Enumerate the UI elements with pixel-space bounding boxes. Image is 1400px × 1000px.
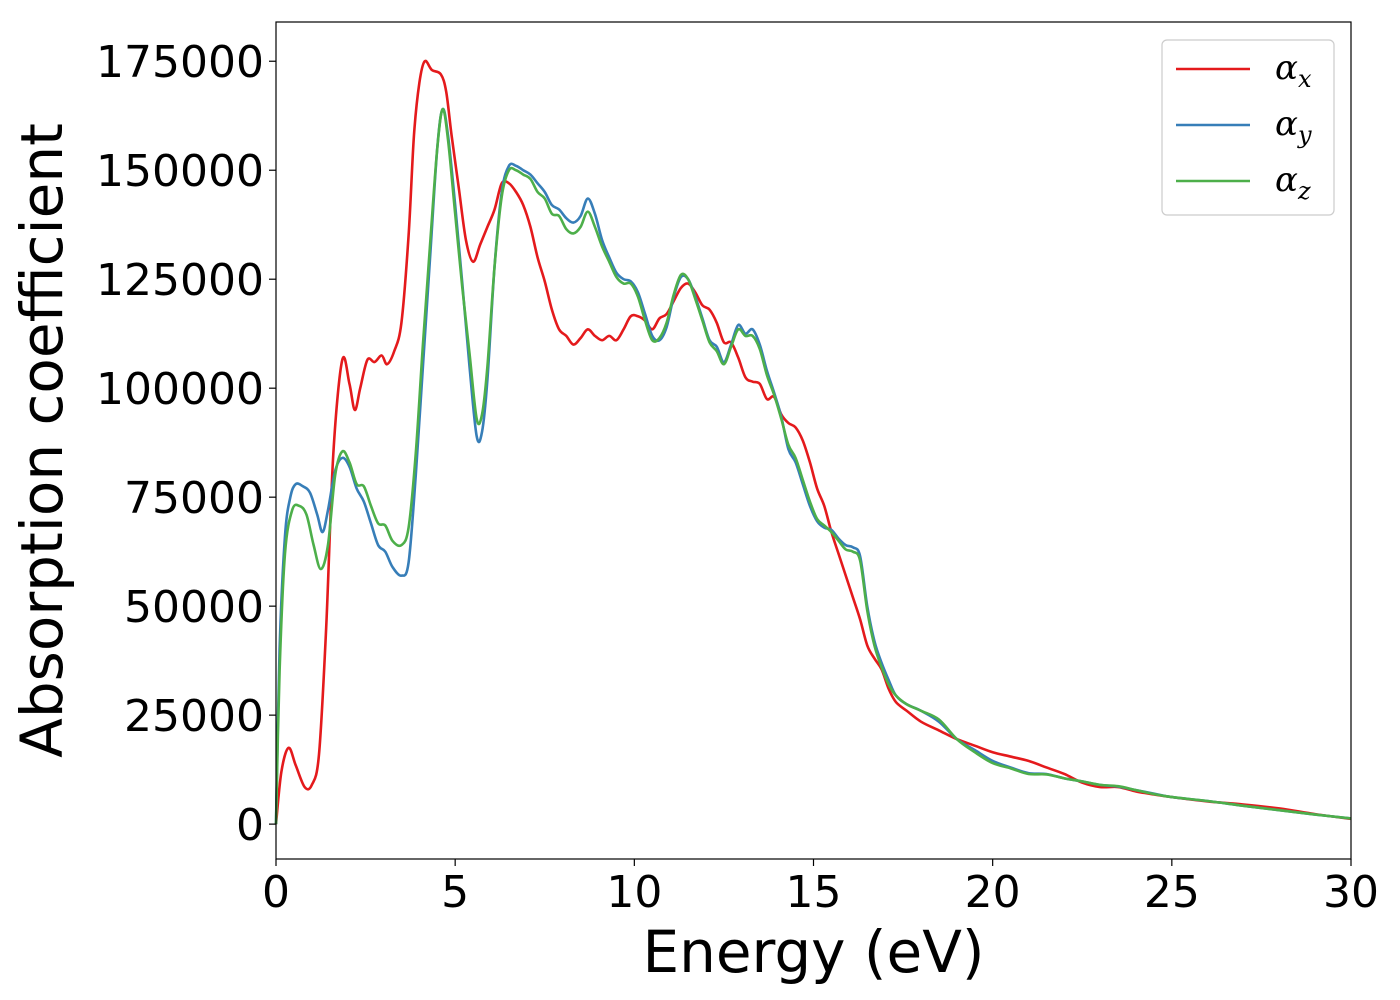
y-tick-label: 25000 [124, 691, 264, 742]
y-tick-label: 75000 [124, 473, 264, 524]
y-axis-ticks: 0 25000 50000 75000 100000 125000 150000 175000 [96, 37, 276, 851]
y-tick-label: 50000 [124, 582, 264, 633]
series-line-y [274, 107, 1352, 825]
legend-label-z: αz [1275, 160, 1311, 205]
x-tick-label: 20 [965, 867, 1021, 918]
x-tick-label: 15 [786, 867, 842, 918]
y-tick-label: 150000 [96, 146, 264, 197]
x-tick-label: 25 [1144, 867, 1200, 918]
legend-box [1161, 39, 1335, 216]
x-axis-label: Energy (eV) [642, 918, 984, 986]
y-tick-label: 100000 [96, 364, 264, 415]
y-tick-label: 125000 [96, 255, 264, 306]
y-axis-label: Absorption coefficient [8, 123, 76, 758]
x-tick-label: 0 [262, 867, 290, 918]
legend-label-y: αy [1275, 104, 1312, 149]
x-tick-label: 30 [1323, 867, 1379, 918]
x-tick-label: 5 [441, 867, 469, 918]
x-axis-ticks: 0 5 10 15 20 25 30 [262, 859, 1379, 918]
series-lines [274, 59, 1352, 825]
y-tick-label: 175000 [96, 37, 264, 88]
legend: αx αy αz [1161, 39, 1335, 216]
x-tick-label: 10 [606, 867, 662, 918]
legend-label-x: αx [1275, 48, 1312, 93]
series-line-z [274, 107, 1352, 825]
y-tick-label: 0 [236, 800, 264, 851]
